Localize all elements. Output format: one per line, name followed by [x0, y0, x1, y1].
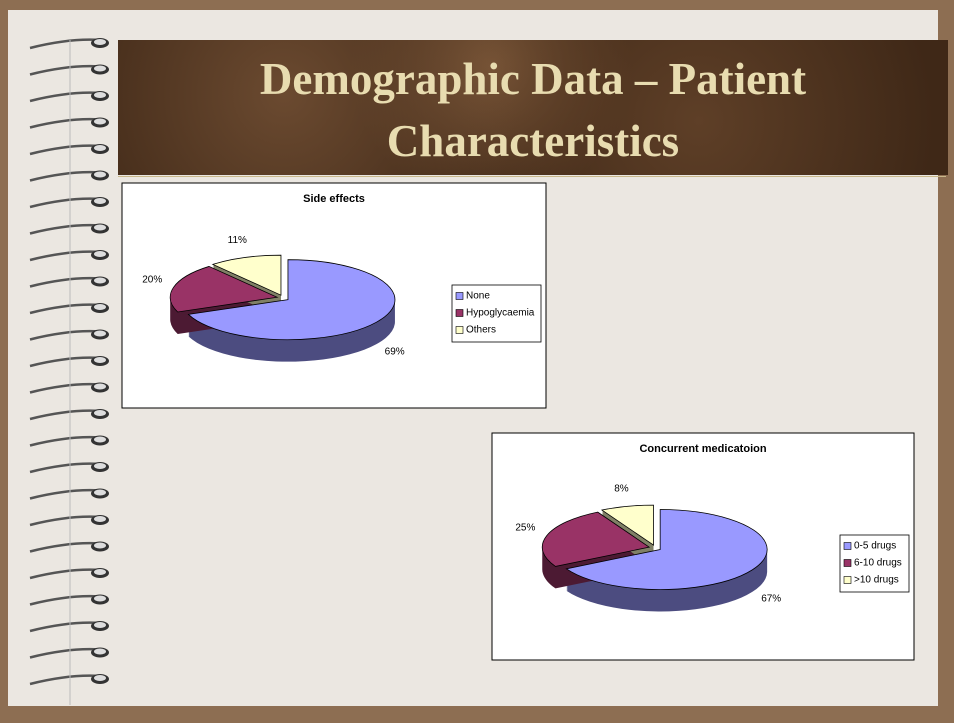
pie-slice [211, 254, 282, 296]
legend [451, 284, 542, 343]
data-label: 20% [142, 274, 162, 285]
chart-title: Side effects [303, 193, 365, 205]
pie-slice [565, 509, 768, 590]
data-label: 25% [515, 523, 535, 534]
data-label: 11% [228, 235, 247, 246]
legend-label: >10 drugs [854, 575, 899, 586]
legend-label: 6-10 drugs [854, 558, 902, 569]
data-label: 69% [385, 347, 405, 358]
legend-label: 0-5 drugs [854, 541, 896, 552]
pie-slice [600, 504, 654, 546]
pie-slice [169, 266, 279, 313]
title-rule [118, 176, 946, 177]
legend-label: Others [466, 325, 496, 336]
slide-title: Demographic Data – Patient Characteristi… [118, 48, 948, 172]
data-label: 8% [614, 483, 629, 494]
title-banner [118, 40, 948, 175]
legend [839, 534, 910, 593]
legend-swatch [455, 292, 464, 300]
pie-slice [187, 259, 396, 341]
slide-title-text: Demographic Data – Patient Characteristi… [259, 54, 807, 166]
legend-swatch [455, 309, 464, 317]
legend-swatch [455, 326, 464, 334]
legend-label: None [466, 291, 490, 302]
chart-title: Concurrent medicatoion [639, 443, 766, 455]
legend-swatch [843, 559, 852, 567]
data-label: 67% [761, 594, 781, 605]
pie-slice [541, 511, 651, 567]
legend-swatch [843, 576, 852, 584]
legend-label: Hypoglycaemia [466, 308, 535, 319]
legend-swatch [843, 542, 852, 550]
